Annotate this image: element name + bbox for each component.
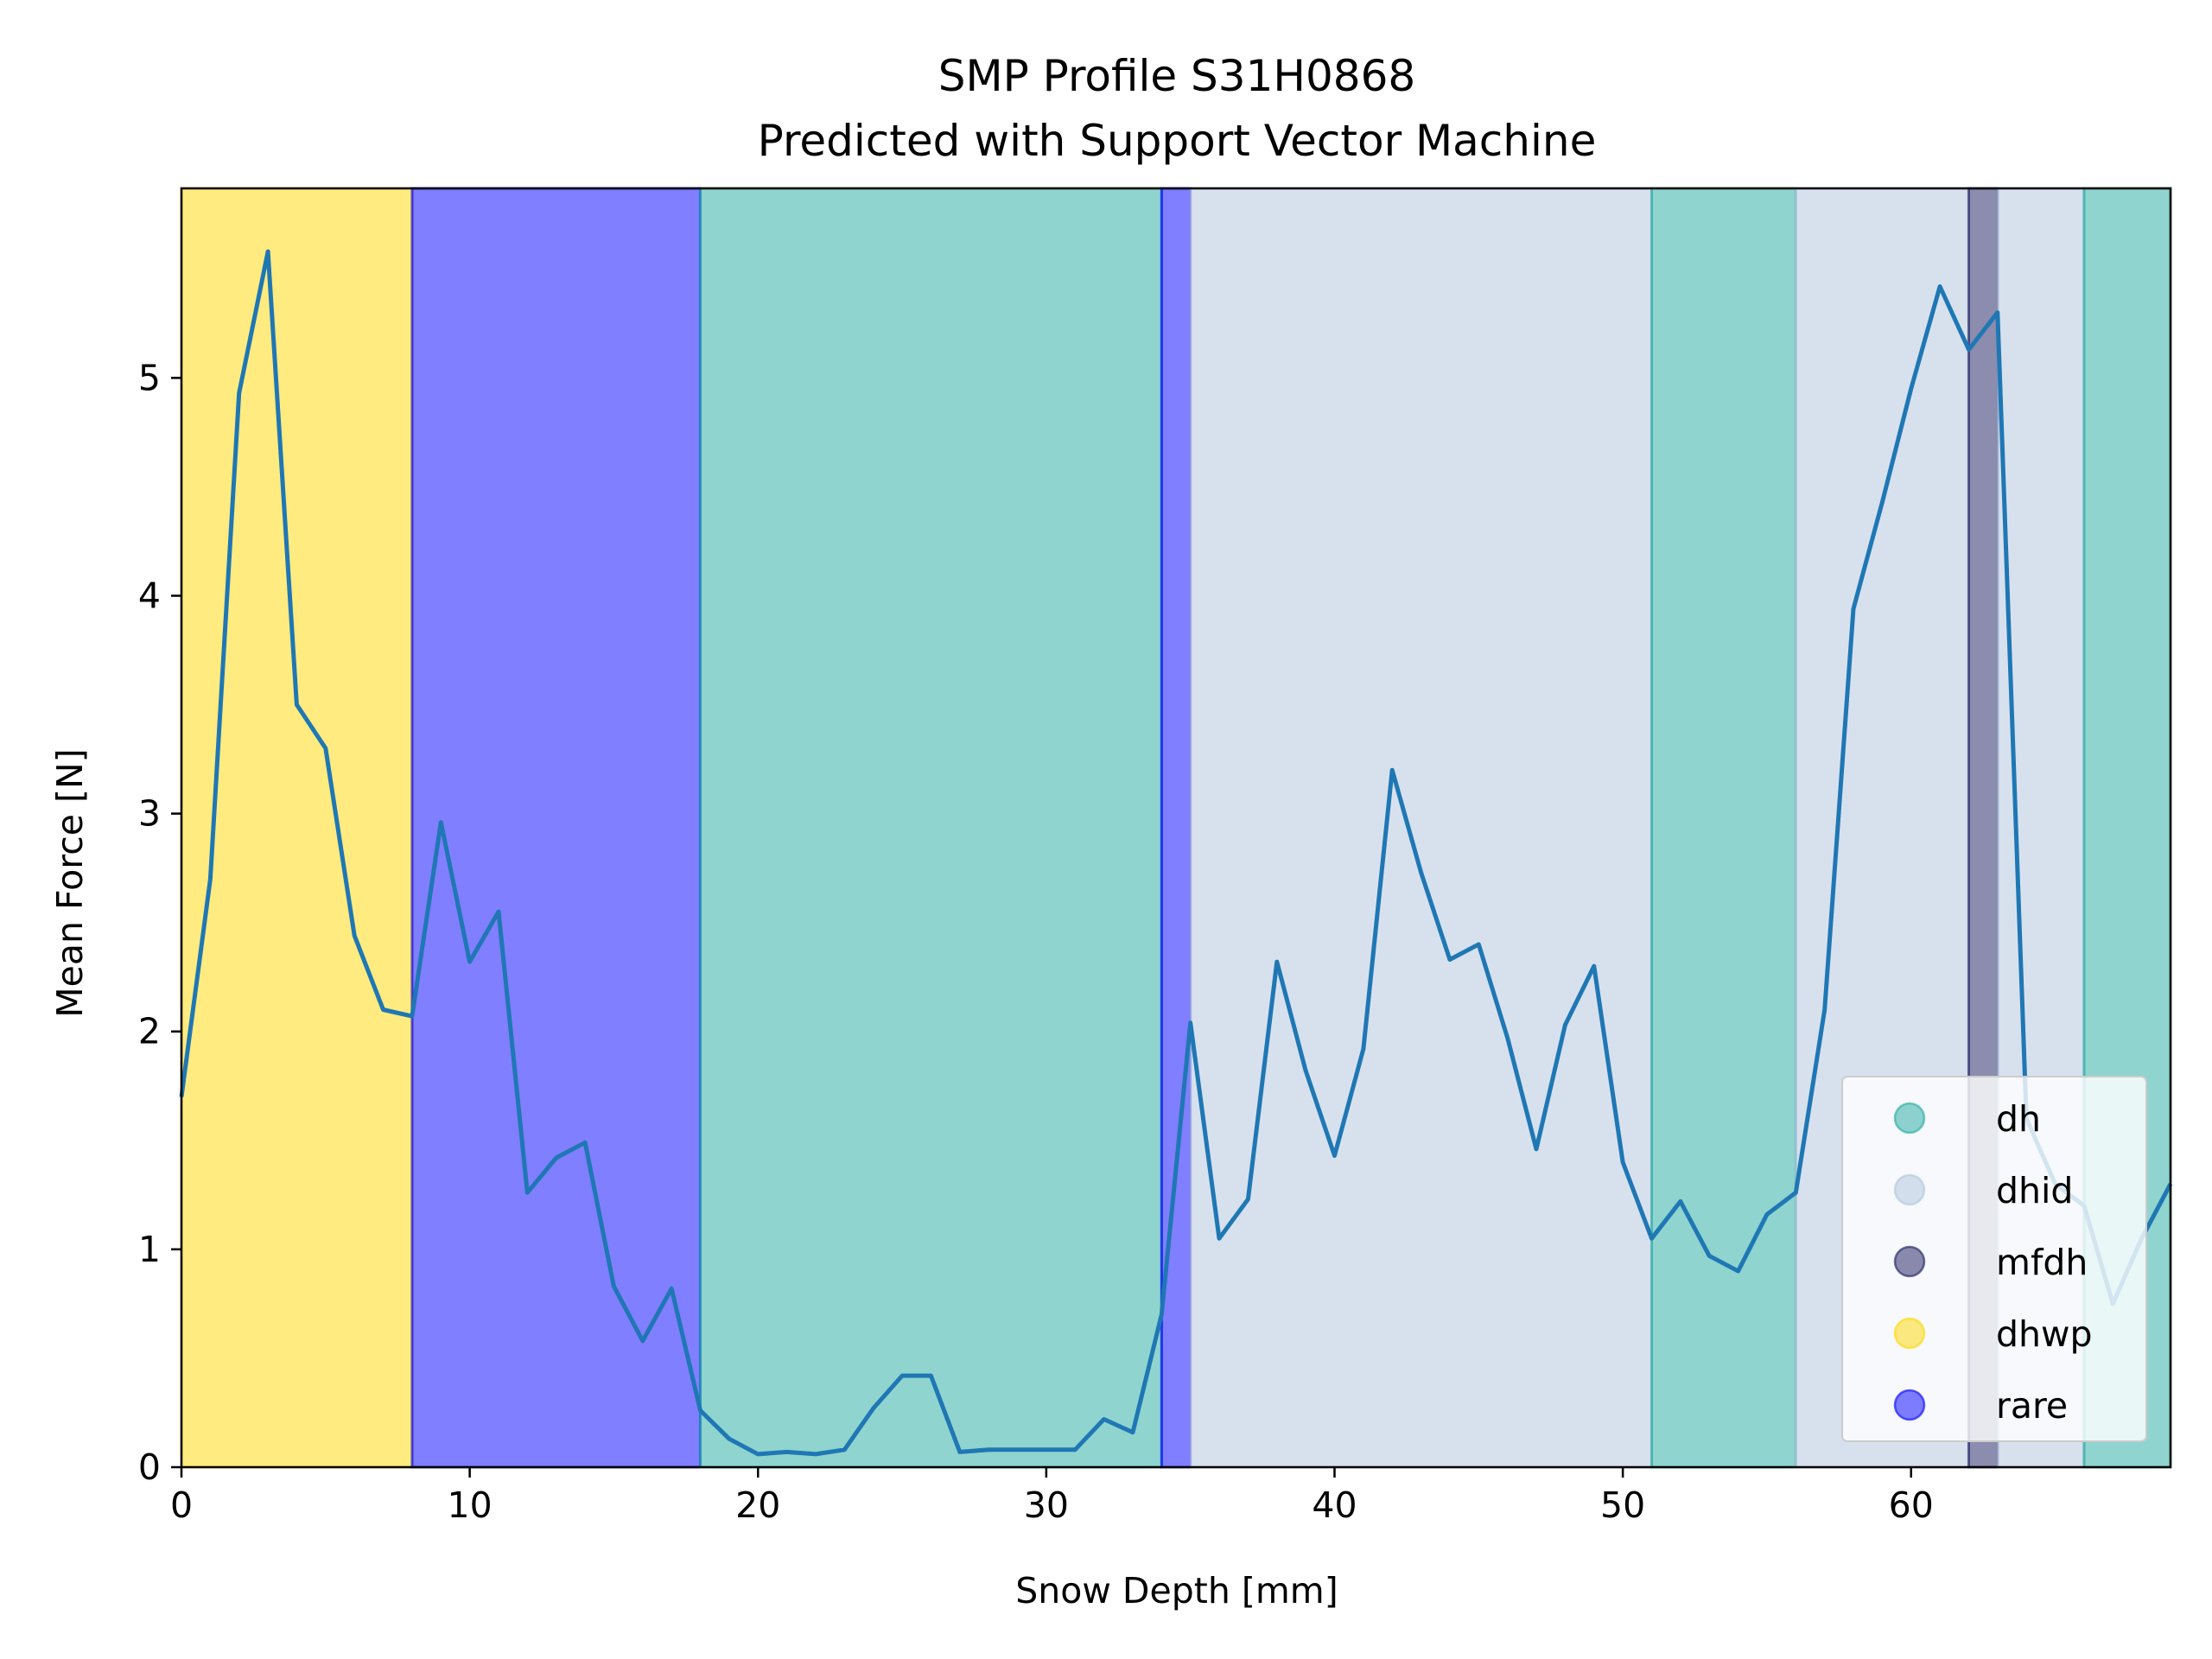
region-dh [699,187,1163,1469]
data-line-layer [179,249,2173,1457]
y-tick-label: 5 [138,357,161,398]
x-tick-label: 30 [1024,1484,1069,1526]
x-tick-label: 10 [448,1484,493,1526]
x-tick-label: 0 [170,1484,193,1526]
y-tick-label: 1 [138,1229,161,1270]
chart-subtitle: Predicted with Support Vector Machine [758,116,1597,166]
x-tick-label: 20 [735,1484,780,1526]
legend-label-dhid: dhid [1996,1170,2073,1211]
legend: dh dhid mfdh dhwp rare [1841,1076,2147,1442]
mean-force-line [179,249,2173,1457]
x-tick-label: 60 [1889,1484,1934,1526]
legend-label-dhwp: dhwp [1996,1313,2093,1355]
x-tick-label: 40 [1312,1484,1357,1526]
region-dhwp [180,187,414,1469]
legend-label-rare: rare [1996,1385,2068,1427]
y-tick-label: 2 [138,1011,161,1052]
y-tick-label: 3 [138,793,161,835]
chart-title: SMP Profile S31H0868 [938,51,1416,101]
legend-label-dh: dh [1996,1098,2041,1140]
x-tick-label: 50 [1600,1484,1645,1526]
legend-box [1841,1076,2147,1442]
legend-label-mfdh: mfdh [1996,1242,2088,1283]
region-dh [1649,187,1797,1469]
x-axis-label: Snow Depth [mm] [1015,1570,1338,1611]
y-axis-label: Mean Force [N] [49,748,91,1017]
legend-marker-dhwp [1893,1317,1926,1350]
y-tick-label: 0 [138,1446,161,1488]
region-dhid [1189,187,1653,1469]
plot-frame [180,187,2172,1469]
legend-marker-dhid [1893,1173,1926,1206]
y-tick-label: 4 [138,575,161,616]
legend-marker-rare [1893,1389,1926,1421]
axes: 0 10 20 30 40 50 60 0 1 2 3 4 5 [138,187,2172,1526]
legend-marker-dh [1893,1102,1926,1135]
legend-marker-mfdh [1893,1245,1926,1278]
region-rare [410,187,702,1469]
class-regions [180,187,2172,1469]
